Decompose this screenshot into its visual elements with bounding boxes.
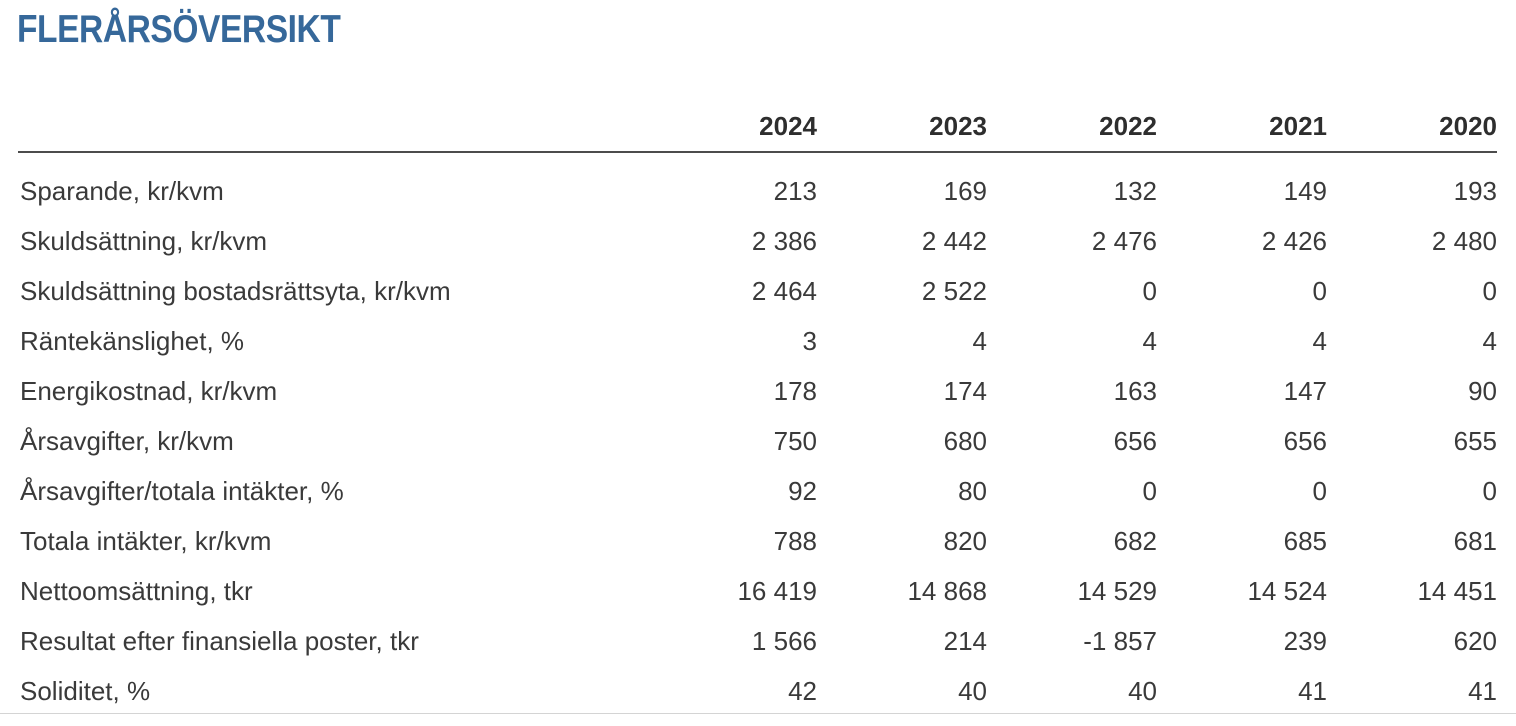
- cell-value: 41: [1468, 675, 1497, 706]
- cell-value: 0: [1312, 275, 1327, 306]
- row-label: Årsavgifter/totala intäkter, %: [20, 475, 344, 506]
- cell-value: 16 419: [737, 575, 817, 606]
- cell-value: 2 480: [1431, 225, 1497, 256]
- cell-value: 750: [773, 425, 817, 456]
- row-label: Totala intäkter, kr/kvm: [20, 525, 272, 556]
- cell-value: 14 524: [1247, 575, 1327, 606]
- cell-value: 680: [943, 425, 987, 456]
- cell-value: 0: [1312, 475, 1327, 506]
- row-label: Årsavgifter, kr/kvm: [20, 425, 234, 456]
- cell-value: 213: [773, 175, 817, 206]
- cell-value: 147: [1283, 375, 1327, 406]
- cell-value: 685: [1283, 525, 1327, 556]
- cell-value: 681: [1453, 525, 1497, 556]
- cell-value: 40: [1128, 675, 1157, 706]
- cell-value: 0: [1142, 475, 1157, 506]
- year-column-header: 2022: [987, 105, 1157, 153]
- cell-value: 2 476: [1091, 225, 1157, 256]
- cell-value: 682: [1113, 525, 1157, 556]
- cell-value: 169: [943, 175, 987, 206]
- metric-column-header: [18, 105, 647, 153]
- cell-value: 14 868: [907, 575, 987, 606]
- cell-value: 214: [943, 625, 987, 656]
- row-label: Nettoomsättning, tkr: [20, 575, 253, 606]
- cell-value: 656: [1113, 425, 1157, 456]
- cell-value: 2 426: [1261, 225, 1327, 256]
- table-row: Räntekänslighet, % 3 4 4 4 4: [18, 316, 1497, 366]
- cell-value: 1 566: [751, 625, 817, 656]
- multi-year-overview-table: 2024 2023 2022 2021 2020 Sparande, kr/kvm 213…: [18, 105, 1497, 716]
- cell-value: 14 451: [1417, 575, 1497, 606]
- table-row: Totala intäkter, kr/kvm 788 820 682 685 681: [18, 516, 1497, 566]
- cell-value: 4: [1482, 325, 1497, 356]
- cell-value: 655: [1453, 425, 1497, 456]
- cell-value: 2 442: [921, 225, 987, 256]
- cell-value: 41: [1298, 675, 1327, 706]
- cell-value: 0: [1482, 275, 1497, 306]
- year-column-header: 2020: [1327, 105, 1497, 153]
- cell-value: -1 857: [1083, 625, 1157, 656]
- cell-value: 149: [1283, 175, 1327, 206]
- year-column-header: 2021: [1157, 105, 1327, 153]
- cell-value: 2 386: [751, 225, 817, 256]
- cell-value: 4: [1312, 325, 1327, 356]
- table-row: Energikostnad, kr/kvm 178 174 163 147 90: [18, 366, 1497, 416]
- cell-value: 3: [802, 325, 817, 356]
- cell-value: 92: [788, 475, 817, 506]
- cell-value: 42: [788, 675, 817, 706]
- cell-value: 620: [1453, 625, 1497, 656]
- cell-value: 788: [773, 525, 817, 556]
- table-row: Nettoomsättning, tkr 16 419 14 868 14 529 14…: [18, 566, 1497, 616]
- table-header-row: 2024 2023 2022 2021 2020: [18, 105, 1497, 153]
- cell-value: 239: [1283, 625, 1327, 656]
- table-row: Sparande, kr/kvm 213 169 132 149 193: [18, 152, 1497, 216]
- row-label: Resultat efter finansiella poster, tkr: [20, 625, 419, 656]
- table-row: Årsavgifter/totala intäkter, % 92 80 0 0 0: [18, 466, 1497, 516]
- cell-value: 132: [1113, 175, 1157, 206]
- table-head: 2024 2023 2022 2021 2020: [18, 105, 1497, 153]
- cell-value: 174: [943, 375, 987, 406]
- row-label: Soliditet, %: [20, 675, 151, 706]
- table-row: Skuldsättning bostadsrättsyta, kr/kvm 2 4…: [18, 266, 1497, 316]
- table-row: Skuldsättning, kr/kvm 2 386 2 442 2 476 2 42…: [18, 216, 1497, 266]
- cell-value: 820: [943, 525, 987, 556]
- cell-value: 0: [1142, 275, 1157, 306]
- cell-value: 40: [958, 675, 987, 706]
- table-row: Soliditet, % 42 40 40 41 41: [18, 666, 1497, 716]
- cell-value: 2 464: [751, 275, 817, 306]
- cell-value: 90: [1468, 375, 1497, 406]
- table-row: Årsavgifter, kr/kvm 750 680 656 656 655: [18, 416, 1497, 466]
- cell-value: 163: [1113, 375, 1157, 406]
- year-column-header: 2024: [647, 105, 817, 153]
- cell-value: 4: [1142, 325, 1157, 356]
- row-label: Räntekänslighet, %: [20, 325, 245, 356]
- year-column-header: 2023: [817, 105, 987, 153]
- page-bottom-divider: [0, 713, 1516, 714]
- cell-value: 14 529: [1077, 575, 1157, 606]
- cell-value: 656: [1283, 425, 1327, 456]
- row-label: Sparande, kr/kvm: [20, 175, 224, 206]
- cell-value: 80: [958, 475, 987, 506]
- cell-value: 193: [1453, 175, 1497, 206]
- row-label: Skuldsättning, kr/kvm: [20, 225, 268, 256]
- cell-value: 4: [972, 325, 987, 356]
- cell-value: 178: [773, 375, 817, 406]
- table-row: Resultat efter finansiella poster, tkr 1 …: [18, 616, 1497, 666]
- row-label: Skuldsättning bostadsrättsyta, kr/kvm: [20, 275, 451, 306]
- cell-value: 2 522: [921, 275, 987, 306]
- cell-value: 0: [1482, 475, 1497, 506]
- table-body: Sparande, kr/kvm 213 169 132 149 193 Skuldsätt…: [18, 152, 1497, 716]
- page-title: FLERÅRSÖVERSIKT: [17, 8, 341, 51]
- row-label: Energikostnad, kr/kvm: [20, 375, 278, 406]
